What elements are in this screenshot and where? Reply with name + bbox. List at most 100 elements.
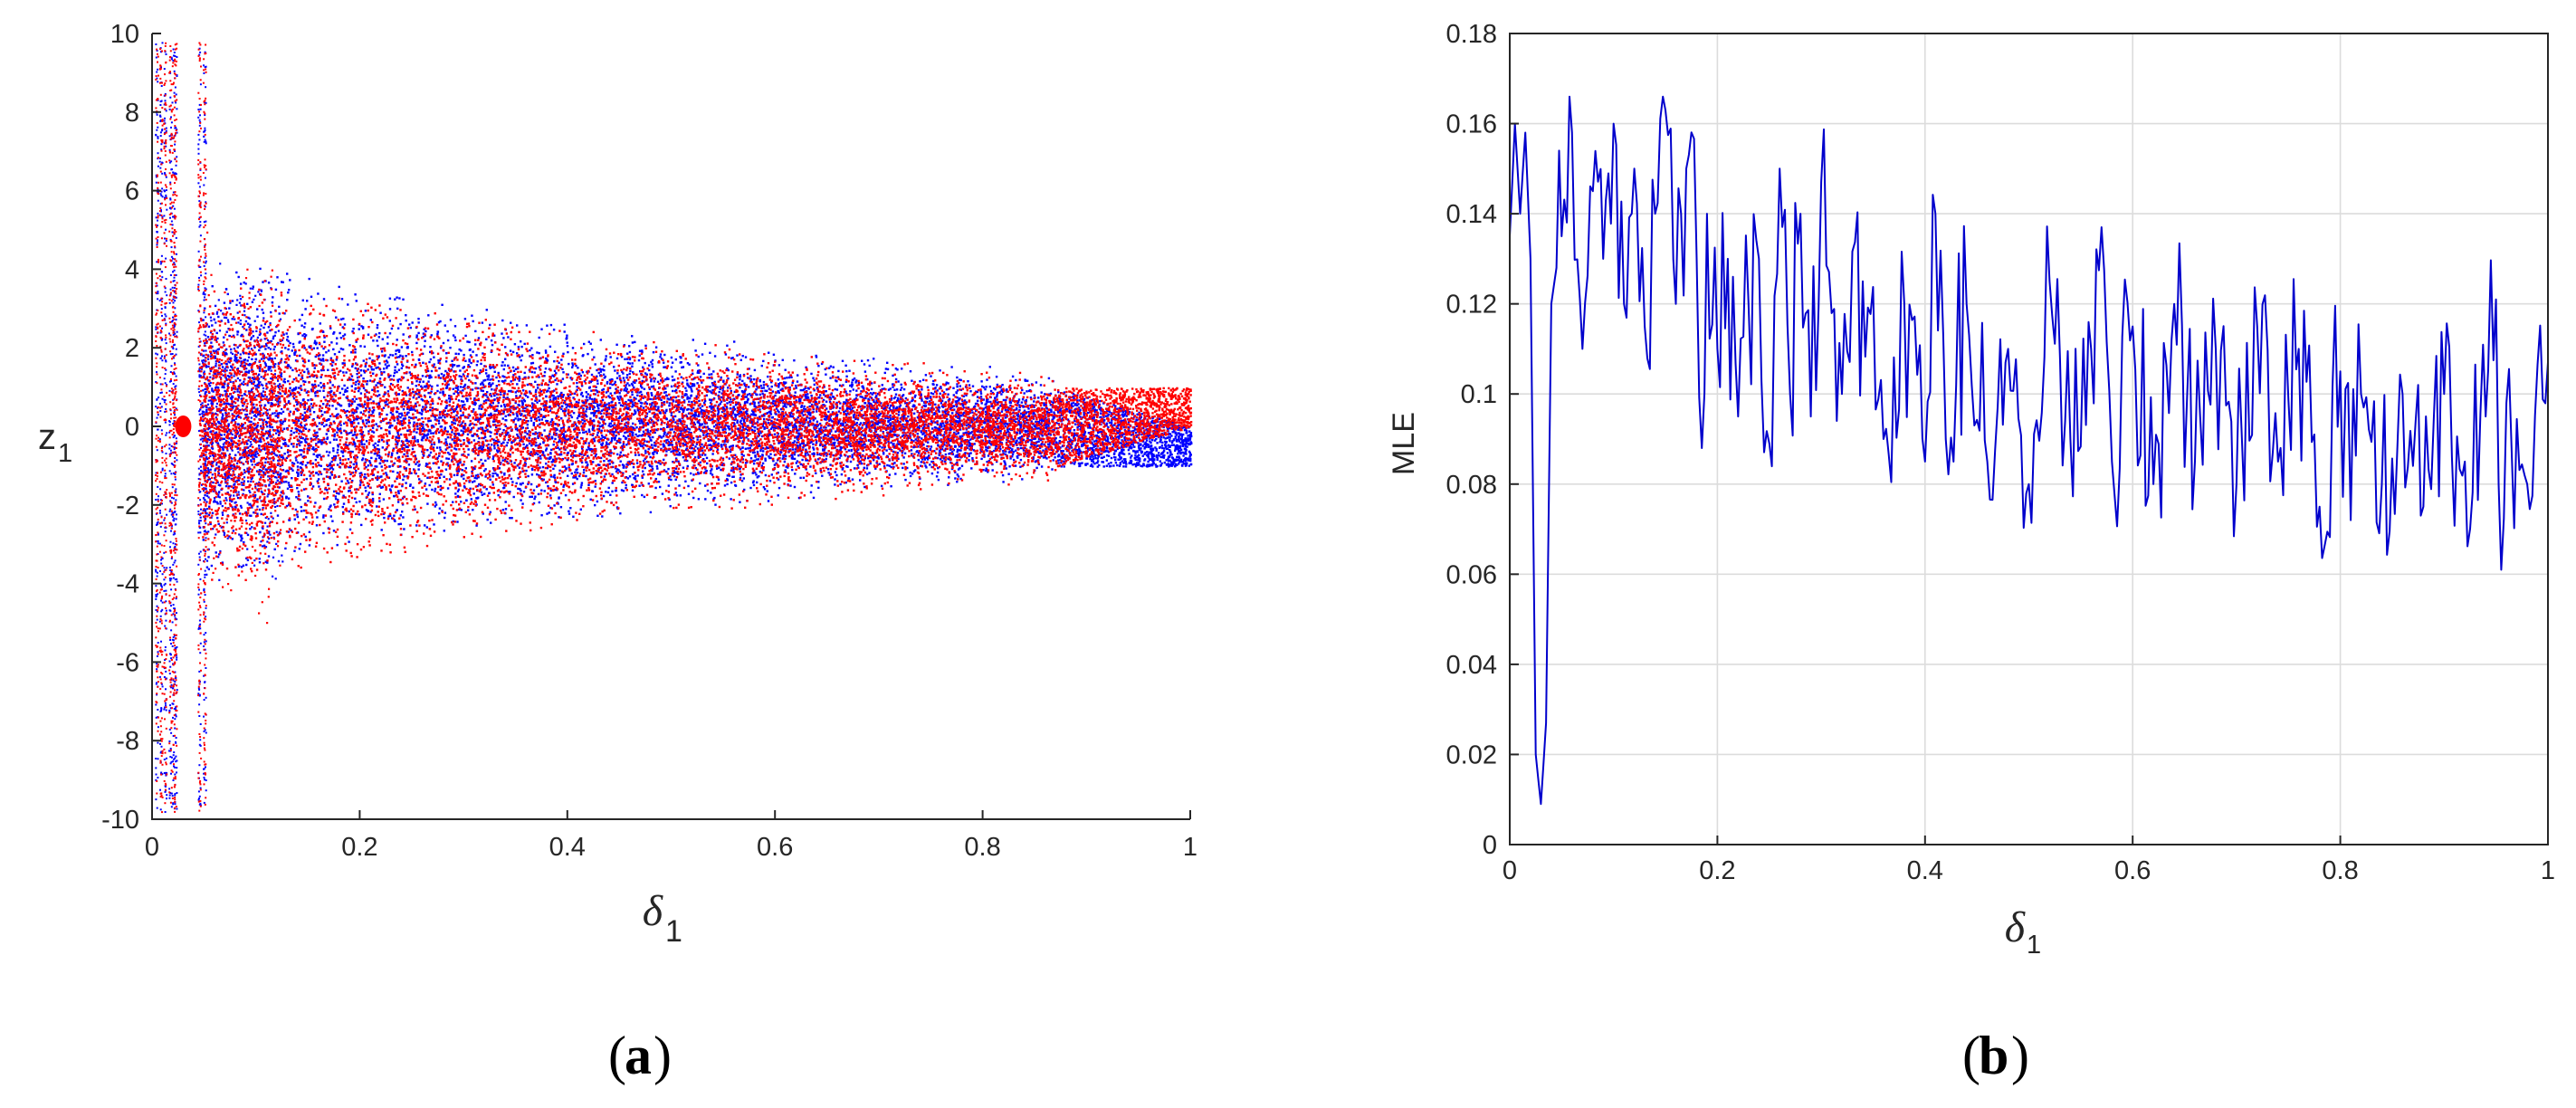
scatter-point [829,418,833,421]
scatter-point [855,379,858,382]
scatter-point [498,467,501,470]
scatter-point [778,364,781,367]
scatter-point [828,367,831,369]
scatter-point [960,425,964,427]
scatter-point [292,431,295,435]
scatter-point [595,386,597,388]
scatter-point [518,466,521,469]
scatter-point [733,390,736,394]
scatter-point [525,457,529,461]
scatter-point [333,435,336,438]
scatter-point [979,392,983,395]
scatter-point [758,401,760,404]
scatter-point [981,439,984,442]
scatter-point [651,465,654,468]
scatter-point [339,458,342,462]
scatter-point [561,377,565,380]
scatter-point [1045,404,1047,406]
scatter-point [560,417,563,420]
scatter-point [343,323,347,326]
scatter-point [698,427,701,431]
scatter-point [977,399,979,402]
scatter-point [395,349,397,352]
scatter-point [396,452,399,454]
scatter-point [339,391,341,395]
scatter-point [516,427,519,430]
scatter-point [852,434,854,437]
scatter-point [444,416,446,419]
scatter-point [1023,409,1026,412]
scatter-point [797,432,799,435]
scatter-point [322,403,325,406]
scatter-point [425,436,429,440]
scatter-point [644,344,647,348]
scatter-point [380,371,383,374]
scatter-point [939,369,941,372]
scatter-point [260,512,262,516]
scatter-point [501,379,504,383]
scatter-point [296,487,299,490]
scatter-point [393,514,396,517]
scatter-point [767,435,770,438]
scatter-point [741,355,744,358]
scatter-point [1094,454,1097,456]
scatter-point [272,348,275,351]
scatter-point [660,398,663,402]
scatter-point [563,330,566,333]
scatter-point [825,457,827,461]
scatter-point [862,449,864,452]
scatter-point [452,501,454,503]
scatter-point [809,465,812,468]
scatter-point [598,425,602,428]
scatter-point [213,454,215,458]
scatter-point [605,464,608,467]
scatter-point [1106,415,1110,417]
scatter-point [299,542,302,546]
scatter-point [491,343,494,347]
scatter-point [688,400,691,403]
scatter-point [817,486,820,490]
scatter-point [323,340,326,343]
scatter-point [736,373,739,376]
scatter-point [310,388,313,391]
scatter-point [495,425,498,429]
scatter-point [348,490,350,492]
scatter-point [939,392,941,395]
scatter-point [1108,442,1111,444]
scatter-point [1044,393,1046,396]
scatter-point [489,478,491,481]
scatter-point [585,391,587,394]
scatter-point [943,411,947,414]
scatter-point [954,471,957,473]
scatter-point [1147,455,1150,458]
scatter-point [794,391,797,394]
scatter-point [682,399,686,402]
scatter-point [333,375,336,377]
scatter-point [554,488,557,492]
scatter-points [155,42,1193,814]
scatter-point [1051,418,1054,421]
scatter-point [215,331,218,335]
scatter-point [1073,419,1076,423]
scatter-point [392,447,396,450]
scatter-point [739,378,741,381]
scatter-point [405,355,407,358]
scatter-point [574,471,577,473]
scatter-point [391,425,394,427]
scatter-point [299,430,301,433]
scatter-point [521,402,524,405]
scatter-point [569,414,572,417]
scatter-point [968,441,971,444]
scatter-point [623,464,625,467]
scatter-point [491,382,494,385]
scatter-point [367,368,369,371]
scatter-point [896,435,899,438]
scatter-point [292,397,296,400]
scatter-point [1045,435,1048,437]
scatter-point [758,408,761,411]
scatter-point [1086,411,1090,415]
scatter-point [1016,415,1020,417]
scatter-point [325,351,328,354]
scatter-point [587,442,590,444]
scatter-point [902,423,904,426]
